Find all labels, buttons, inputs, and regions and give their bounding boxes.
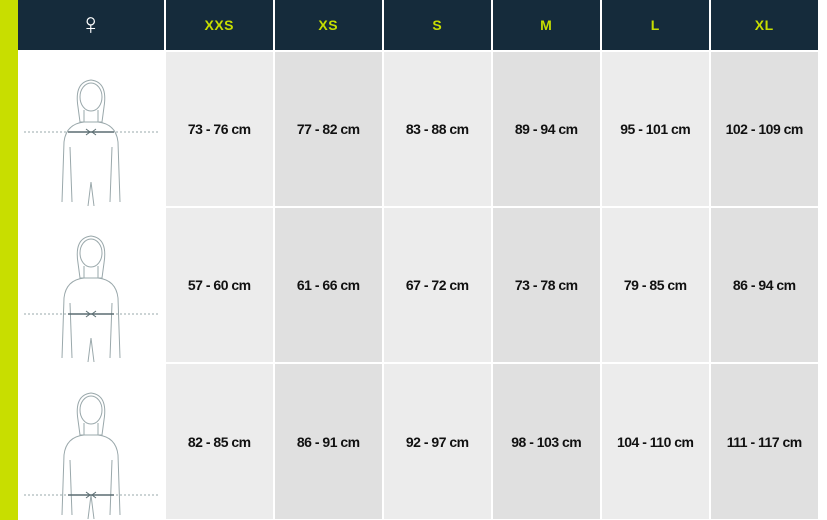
size-cell: 98 - 103 cm bbox=[492, 364, 600, 519]
size-cell: 73 - 78 cm bbox=[492, 208, 600, 362]
size-cell: 89 - 94 cm bbox=[492, 52, 600, 206]
size-cell: 86 - 94 cm bbox=[710, 208, 818, 362]
size-cell: 61 - 66 cm bbox=[274, 208, 382, 362]
size-cell: 111 - 117 cm bbox=[710, 364, 818, 519]
chest-measurement-figure bbox=[18, 52, 164, 206]
size-cell: 79 - 85 cm bbox=[601, 208, 709, 362]
size-header-xs: XS bbox=[274, 0, 382, 50]
size-cell: 83 - 88 cm bbox=[383, 52, 491, 206]
size-header-s: S bbox=[383, 0, 491, 50]
size-header-l: L bbox=[601, 0, 709, 50]
size-cell: 57 - 60 cm bbox=[165, 208, 273, 362]
hip-measurement-figure bbox=[18, 364, 164, 519]
size-header-xxs: XXS bbox=[165, 0, 273, 50]
female-symbol-icon: ♀ bbox=[18, 0, 164, 50]
size-cell: 86 - 91 cm bbox=[274, 364, 382, 519]
size-cell: 92 - 97 cm bbox=[383, 364, 491, 519]
size-cell: 82 - 85 cm bbox=[165, 364, 273, 519]
size-cell: 73 - 76 cm bbox=[165, 52, 273, 206]
size-cell: 104 - 110 cm bbox=[601, 364, 709, 519]
size-cell: 67 - 72 cm bbox=[383, 208, 491, 362]
size-cell: 102 - 109 cm bbox=[710, 52, 818, 206]
size-header-xl: XL bbox=[710, 0, 818, 50]
accent-bar bbox=[0, 0, 18, 520]
size-cell: 77 - 82 cm bbox=[274, 52, 382, 206]
waist-measurement-figure bbox=[18, 208, 164, 362]
size-cell: 95 - 101 cm bbox=[601, 52, 709, 206]
size-header-m: M bbox=[492, 0, 600, 50]
size-chart: ♀ XXS XS S M L XL 73 - 76 cm 77 - 82 cm 83 - 88 … bbox=[18, 0, 827, 519]
